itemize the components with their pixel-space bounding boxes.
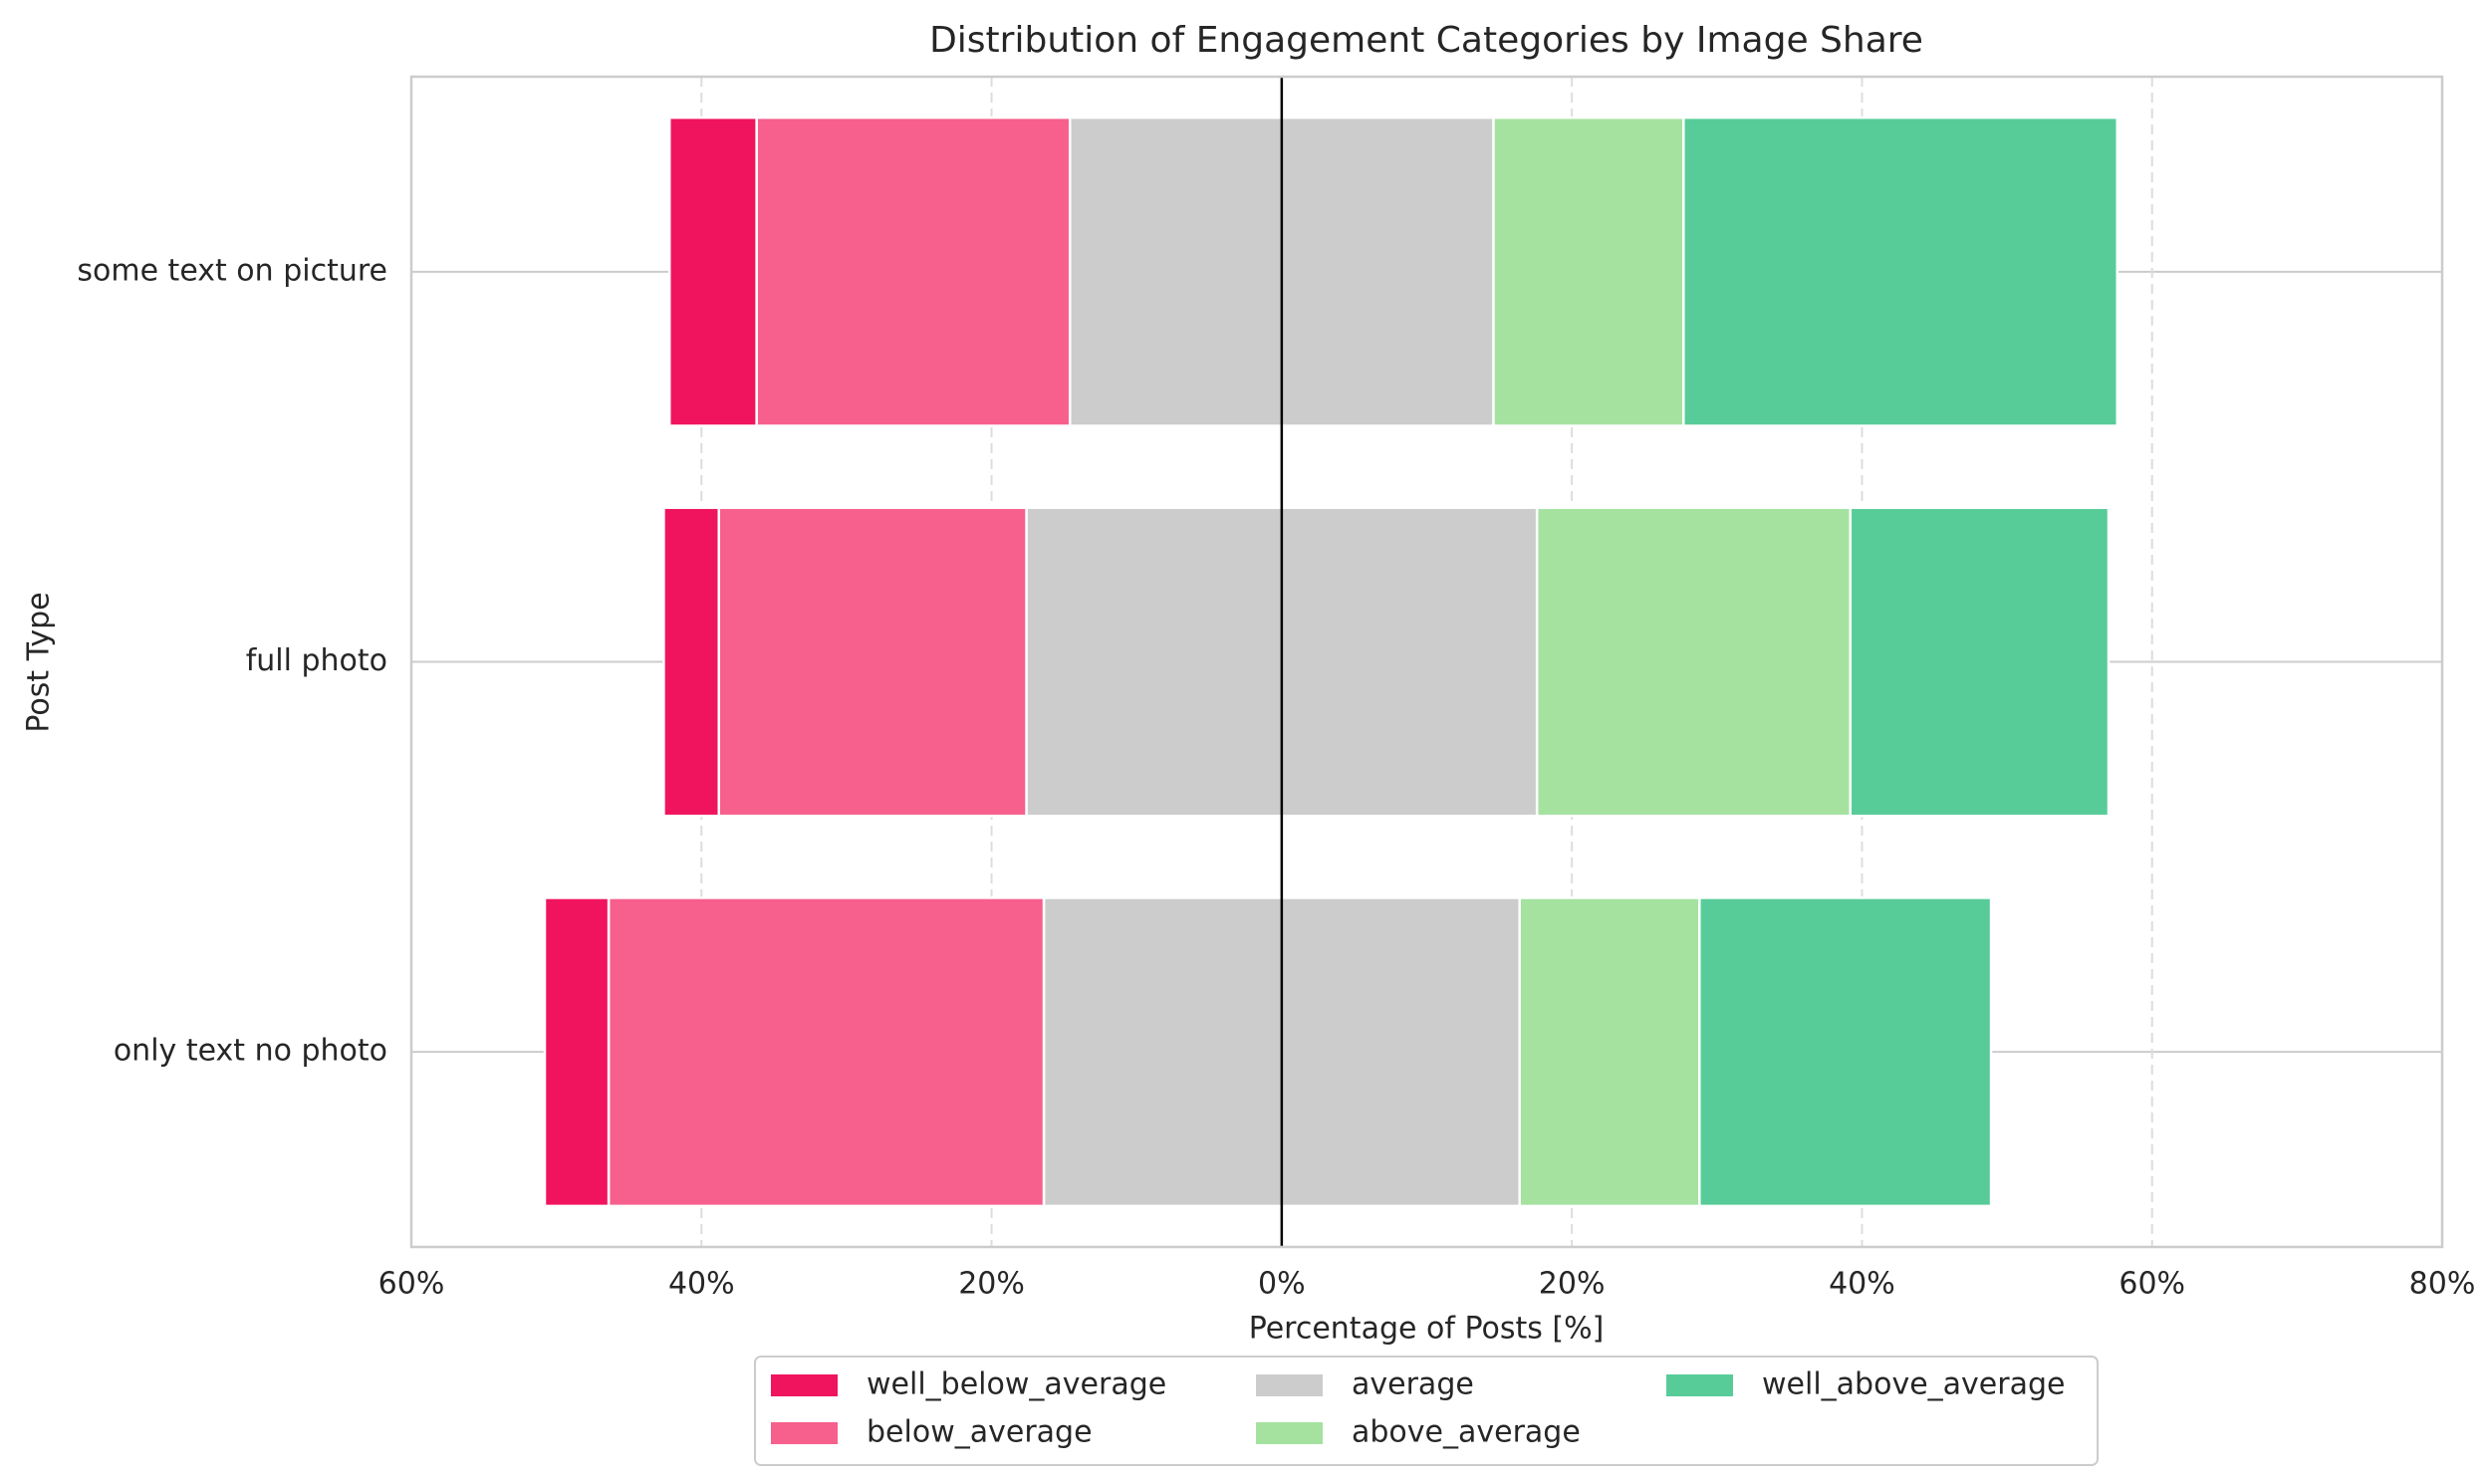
bar-segment xyxy=(543,896,611,1208)
bar-segment xyxy=(662,506,721,818)
legend-swatch xyxy=(1256,1374,1323,1396)
x-tick-label: 0% xyxy=(1258,1267,1306,1302)
bar-segment xyxy=(1492,116,1685,427)
legend-label: above_average xyxy=(1352,1415,1581,1450)
bar-segment xyxy=(1518,896,1701,1208)
bar-segment xyxy=(755,116,1072,427)
x-tick-label: 60% xyxy=(2118,1267,2185,1302)
bar-segment xyxy=(667,116,758,427)
x-tick-label: 20% xyxy=(1539,1267,1606,1302)
x-tick-label: 20% xyxy=(958,1267,1025,1302)
x-tick-label: 80% xyxy=(2409,1267,2476,1302)
bar-segment xyxy=(1682,116,2119,427)
legend-label: well_below_average xyxy=(867,1367,1166,1402)
legend-swatch xyxy=(771,1422,838,1444)
x-axis-label: Percentage of Posts [%] xyxy=(1249,1312,1605,1347)
y-tick-label: only text no photo xyxy=(114,1034,387,1069)
bar-segment xyxy=(1849,506,2111,818)
legend-label: average xyxy=(1352,1367,1474,1402)
legend-box xyxy=(754,1356,2099,1466)
bar-segment xyxy=(1535,506,1853,818)
legend-swatch xyxy=(771,1374,838,1396)
chart-title: Distribution of Engagement Categories by… xyxy=(929,20,1923,61)
y-tick-label: full photo xyxy=(246,643,387,678)
x-tick-label: 60% xyxy=(378,1267,445,1302)
legend-swatch xyxy=(1256,1422,1323,1444)
legend-label: below_average xyxy=(867,1415,1093,1450)
bar-segment xyxy=(607,896,1046,1208)
y-tick-label: some text on picture xyxy=(77,253,387,288)
legend-swatch xyxy=(1666,1374,1733,1396)
x-tick-label: 40% xyxy=(1829,1267,1895,1302)
x-tick-label: 40% xyxy=(668,1267,735,1302)
bar-segment xyxy=(717,506,1028,818)
bar-segment xyxy=(1698,896,1993,1208)
plot-frame xyxy=(409,75,2444,1249)
legend-label: well_above_average xyxy=(1762,1367,2065,1402)
y-axis-label: Post Type xyxy=(22,592,57,732)
